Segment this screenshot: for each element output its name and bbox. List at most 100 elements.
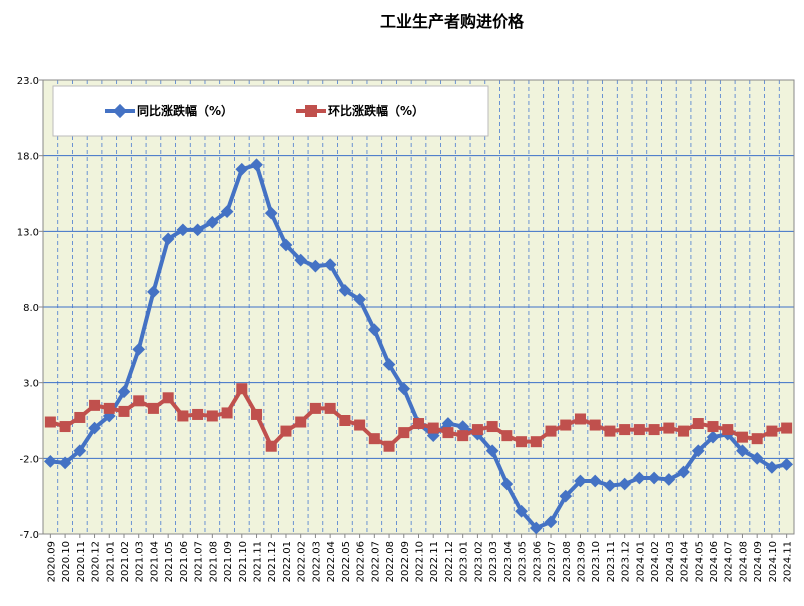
x-tick-label: 2024.11	[783, 541, 794, 582]
x-tick-label: 2020.09	[46, 541, 57, 582]
x-tick-label: 2022.10	[415, 541, 426, 582]
series-2-point	[766, 425, 778, 437]
series-2-point	[206, 410, 218, 422]
series-1-point	[176, 223, 190, 237]
series-1-point	[382, 358, 396, 371]
series-1-point	[397, 382, 411, 396]
series-1-point	[309, 259, 322, 273]
series-1-point	[191, 223, 204, 237]
x-tick-label: 2023.10	[591, 541, 602, 582]
series-1-point	[456, 420, 470, 433]
series-1-point	[161, 232, 175, 246]
x-tick-label: 2021.06	[179, 541, 190, 582]
series-2-point	[44, 416, 56, 428]
series-2-point	[560, 419, 572, 431]
series-2-point	[574, 413, 586, 425]
legend: 同比涨跌幅（%） 环比涨跌幅（%）	[52, 85, 489, 137]
series-1-point	[205, 215, 219, 229]
series-2-point	[781, 422, 793, 434]
series-2-point	[162, 392, 174, 404]
x-tick-label: 2022.11	[429, 541, 440, 582]
legend-label-series-2: 环比涨跌幅（%）	[328, 103, 424, 118]
x-tick-label: 2023.08	[562, 541, 573, 582]
x-tick-label: 2023.11	[606, 541, 617, 582]
x-tick-label: 2022.08	[385, 541, 396, 582]
series-2-point	[295, 416, 307, 428]
x-tick-label: 2022.03	[311, 541, 322, 582]
y-tick-label: 18.0	[17, 152, 39, 163]
series-1-point	[220, 205, 234, 219]
y-tick-label: 13.0	[17, 227, 39, 238]
x-tick-label: 2022.01	[282, 541, 293, 582]
series-2-point	[442, 427, 454, 439]
x-tick-label: 2023.04	[503, 541, 514, 582]
x-tick-label: 2023.09	[576, 541, 587, 582]
series-1-point	[264, 206, 278, 220]
x-tick-label: 2021.03	[135, 541, 146, 582]
series-1-point	[353, 293, 366, 306]
series-1-point	[117, 385, 131, 399]
series-2-point	[324, 402, 336, 414]
x-tick-label: 2021.08	[208, 541, 219, 582]
series-1-point	[43, 454, 57, 468]
series-1-point	[132, 343, 146, 356]
series-2-point	[251, 408, 263, 420]
x-tick-label: 2024.07	[724, 541, 735, 582]
series-2-point	[133, 395, 145, 407]
y-tick-label: -7.0	[19, 530, 39, 541]
series-2-point	[265, 440, 277, 452]
series-1-point	[500, 477, 514, 491]
series-2-point	[192, 408, 204, 420]
series-markers	[43, 158, 794, 535]
series-2-point	[736, 431, 748, 443]
x-tick-label: 2023.05	[518, 541, 529, 582]
x-tick-label: 2021.09	[223, 541, 234, 582]
legend-square-marker	[305, 105, 317, 117]
x-tick-label: 2024.03	[665, 541, 676, 582]
series-1-point	[338, 283, 352, 297]
x-tick-label: 2023.06	[532, 541, 543, 582]
series-2-point	[147, 402, 159, 414]
x-tick-label: 2022.07	[370, 541, 381, 582]
x-tick-label: 2020.10	[61, 541, 72, 582]
y-tick-label: 3.0	[23, 379, 39, 390]
x-axis-ticks: 2020.09 2020.10 2020.11 2020.12 2021.01 2021.…	[46, 534, 794, 582]
x-tick-label: 2021.01	[105, 541, 116, 582]
y-tick-label: 8.0	[23, 303, 39, 314]
x-tick-label: 2021.04	[149, 541, 160, 582]
x-tick-label: 2020.11	[76, 541, 87, 582]
x-tick-label: 2022.09	[400, 541, 411, 582]
x-tick-label: 2021.07	[194, 541, 205, 582]
y-tick-label: 23.0	[17, 76, 39, 87]
legend-item-series-2: 环比涨跌幅（%）	[296, 103, 424, 118]
series-2-point	[457, 430, 469, 442]
x-tick-label: 2024.10	[768, 541, 779, 582]
series-2-point	[530, 436, 542, 448]
series-2-point	[427, 422, 439, 434]
x-tick-label: 2021.05	[164, 541, 175, 582]
x-tick-label: 2022.12	[444, 541, 455, 582]
series-1-point	[88, 421, 101, 435]
series-2-point	[103, 402, 115, 414]
series-2-point	[589, 419, 601, 431]
x-tick-label: 2024.08	[738, 541, 749, 582]
series-2-point	[471, 424, 483, 436]
series-2-point	[619, 424, 631, 436]
series-2-point	[648, 424, 660, 436]
x-tick-label: 2021.12	[267, 541, 278, 582]
series-2-point	[692, 418, 704, 430]
series-2-point	[221, 407, 233, 419]
x-tick-label: 2023.01	[459, 541, 470, 582]
x-tick-label: 2023.07	[547, 541, 558, 582]
horizontal-gridlines	[43, 155, 794, 459]
series-1-point	[235, 162, 249, 176]
series-2-point	[751, 433, 763, 445]
x-tick-label: 2023.02	[473, 541, 484, 582]
series-2-point	[59, 421, 71, 433]
x-tick-label: 2023.03	[488, 541, 499, 582]
x-tick-label: 2024.09	[753, 541, 764, 582]
series-2-point	[604, 425, 616, 437]
x-tick-label: 2024.02	[650, 541, 661, 582]
series-2-point	[118, 405, 130, 417]
